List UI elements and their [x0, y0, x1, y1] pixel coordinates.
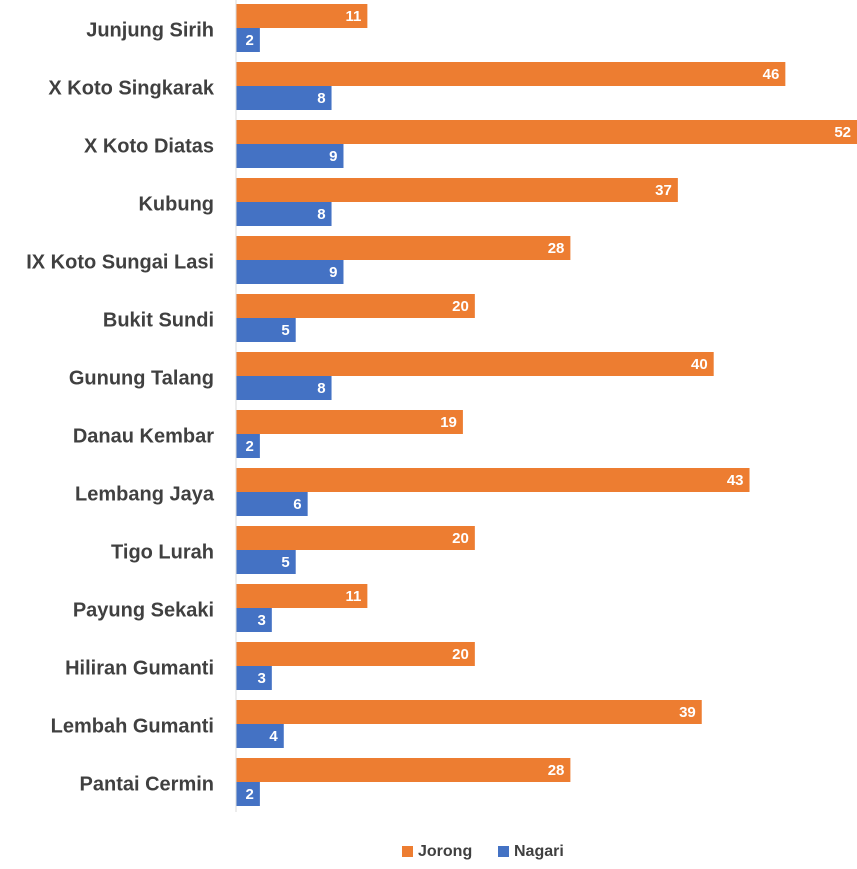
- category-labels: Junjung Sirih X Koto Singkarak X Koto Diat…: [26, 19, 215, 795]
- category-label-lembah-gumanti: Lembah Gumanti: [51, 715, 214, 737]
- category-label-x-koto-diatas: X Koto Diatas: [84, 135, 214, 157]
- bar-nagari-kubung: [236, 202, 332, 226]
- data-label-jorong-x-koto-diatas: 52: [834, 124, 851, 141]
- bar-jorong-kubung: [236, 178, 678, 202]
- bar-nagari-gunung-talang: [236, 376, 332, 400]
- data-label-jorong-payung-sekaki: 11: [346, 588, 362, 605]
- legend-label-nagari: Nagari: [514, 843, 564, 860]
- bar-jorong-x-koto-diatas: [236, 120, 857, 144]
- bar-nagari-lembang-jaya: [236, 492, 308, 516]
- bar-jorong-ix-koto-sungai-lasi: [236, 236, 571, 260]
- data-label-nagari-x-koto-singkarak: 8: [317, 90, 325, 107]
- data-label-jorong-gunung-talang: 40: [691, 356, 708, 373]
- data-label-jorong-tigo-lurah: 20: [452, 530, 469, 547]
- data-label-nagari-lembang-jaya: 6: [293, 496, 301, 513]
- data-label-jorong-pantai-cermin: 28: [548, 762, 565, 779]
- legend: Jorong Nagari: [402, 843, 564, 860]
- category-label-payung-sekaki: Payung Sekaki: [73, 599, 214, 621]
- bar-nagari-pantai-cermin: [236, 782, 260, 806]
- bar-jorong-gunung-talang: [236, 352, 714, 376]
- data-label-jorong-lembang-jaya: 43: [727, 472, 744, 489]
- data-label-jorong-lembah-gumanti: 39: [679, 704, 696, 721]
- data-label-nagari-pantai-cermin: 2: [246, 786, 254, 803]
- bar-jorong-lembah-gumanti: [236, 700, 702, 724]
- bar-nagari-junjung-sirih: [236, 28, 260, 52]
- bar-nagari-tigo-lurah: [236, 550, 296, 574]
- data-label-nagari-lembah-gumanti: 4: [269, 728, 278, 745]
- category-label-kubung: Kubung: [138, 193, 214, 215]
- category-label-lembang-jaya: Lembang Jaya: [75, 483, 215, 505]
- bar-nagari-hiliran-gumanti: [236, 666, 272, 690]
- legend-item-jorong: Jorong: [402, 843, 472, 860]
- data-label-jorong-bukit-sundi: 20: [452, 298, 469, 315]
- category-label-tigo-lurah: Tigo Lurah: [111, 541, 214, 563]
- bar-nagari-x-koto-singkarak: [236, 86, 332, 110]
- category-label-ix-koto-sungai-lasi: IX Koto Sungai Lasi: [26, 251, 214, 273]
- data-label-nagari-tigo-lurah: 5: [281, 554, 289, 571]
- legend-swatch-nagari: [498, 846, 509, 857]
- data-label-nagari-danau-kembar: 2: [246, 438, 254, 455]
- legend-label-jorong: Jorong: [418, 843, 472, 860]
- data-label-jorong-junjung-sirih: 11: [346, 8, 362, 25]
- data-label-jorong-kubung: 37: [655, 182, 672, 199]
- bar-jorong-lembang-jaya: [236, 468, 750, 492]
- data-label-jorong-danau-kembar: 19: [440, 414, 457, 431]
- data-label-nagari-hiliran-gumanti: 3: [257, 670, 265, 687]
- data-label-nagari-bukit-sundi: 5: [281, 322, 289, 339]
- data-label-jorong-x-koto-singkarak: 46: [763, 66, 780, 83]
- category-label-x-koto-singkarak: X Koto Singkarak: [48, 77, 214, 99]
- data-label-nagari-payung-sekaki: 3: [257, 612, 265, 629]
- bar-jorong-bukit-sundi: [236, 294, 475, 318]
- data-label-nagari-ix-koto-sungai-lasi: 9: [329, 264, 337, 281]
- bar-nagari-danau-kembar: [236, 434, 260, 458]
- data-label-jorong-hiliran-gumanti: 20: [452, 646, 469, 663]
- bar-nagari-payung-sekaki: [236, 608, 272, 632]
- bar-nagari-x-koto-diatas: [236, 144, 344, 168]
- legend-swatch-jorong: [402, 846, 413, 857]
- bar-jorong-danau-kembar: [236, 410, 463, 434]
- data-label-nagari-gunung-talang: 8: [317, 380, 325, 397]
- bar-jorong-junjung-sirih: [236, 4, 368, 28]
- category-label-junjung-sirih: Junjung Sirih: [86, 19, 214, 41]
- bar-nagari-ix-koto-sungai-lasi: [236, 260, 344, 284]
- bar-nagari-bukit-sundi: [236, 318, 296, 342]
- category-label-bukit-sundi: Bukit Sundi: [103, 309, 214, 331]
- category-label-pantai-cermin: Pantai Cermin: [80, 773, 214, 795]
- bars-layer: 11 2 46 8 52 9 37 8 28 9 20 5 40 8 19 2 43 6 20 5 11 3 20 3 39 4 2…: [236, 4, 857, 806]
- bar-jorong-x-koto-singkarak: [236, 62, 786, 86]
- bar-jorong-hiliran-gumanti: [236, 642, 475, 666]
- bar-jorong-tigo-lurah: [236, 526, 475, 550]
- data-label-nagari-kubung: 8: [317, 206, 325, 223]
- bar-jorong-pantai-cermin: [236, 758, 571, 782]
- data-label-jorong-ix-koto-sungai-lasi: 28: [548, 240, 565, 257]
- category-label-hiliran-gumanti: Hiliran Gumanti: [65, 657, 214, 679]
- category-label-gunung-talang: Gunung Talang: [69, 367, 214, 389]
- bar-nagari-lembah-gumanti: [236, 724, 284, 748]
- bar-jorong-payung-sekaki: [236, 584, 368, 608]
- data-label-nagari-junjung-sirih: 2: [246, 32, 254, 49]
- data-label-nagari-x-koto-diatas: 9: [329, 148, 337, 165]
- category-label-danau-kembar: Danau Kembar: [73, 425, 214, 447]
- legend-item-nagari: Nagari: [498, 843, 564, 860]
